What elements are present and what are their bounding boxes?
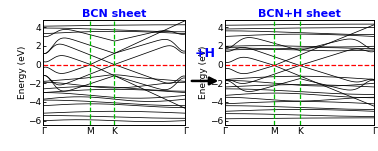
Title: BCN sheet: BCN sheet bbox=[82, 9, 147, 19]
Text: +H: +H bbox=[195, 47, 215, 60]
Y-axis label: Energy (eV): Energy (eV) bbox=[199, 46, 208, 99]
Y-axis label: Energy (eV): Energy (eV) bbox=[18, 46, 27, 99]
Title: BCN+H sheet: BCN+H sheet bbox=[258, 9, 341, 19]
